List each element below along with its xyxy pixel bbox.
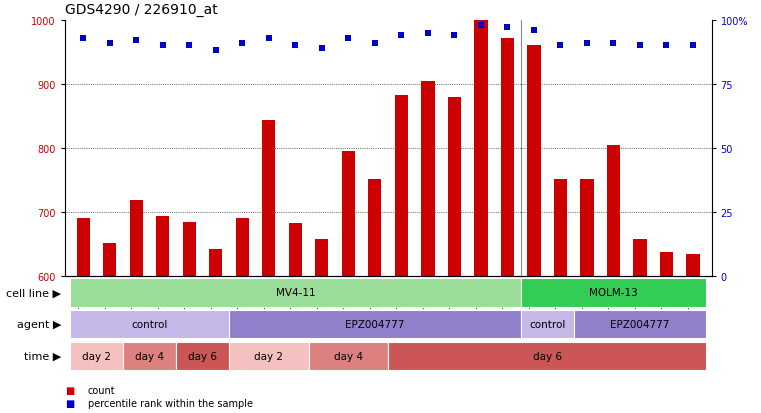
Bar [422, 81, 435, 276]
Text: day 4: day 4 [135, 351, 164, 361]
Bar [521, 278, 706, 307]
Bar [527, 46, 540, 276]
Text: EPZ004777: EPZ004777 [345, 319, 405, 330]
Text: ■: ■ [65, 385, 74, 395]
Text: day 2: day 2 [254, 351, 283, 361]
Text: percentile rank within the sample: percentile rank within the sample [88, 398, 253, 408]
Text: MOLM-13: MOLM-13 [589, 287, 638, 298]
Text: count: count [88, 385, 115, 395]
Text: ■: ■ [65, 398, 74, 408]
Bar [263, 121, 275, 276]
Bar [686, 254, 699, 276]
Bar [447, 97, 461, 276]
Bar [229, 310, 521, 339]
Bar [581, 179, 594, 276]
Bar [633, 240, 647, 276]
Bar [103, 243, 116, 276]
Bar [315, 240, 329, 276]
Text: EPZ004777: EPZ004777 [610, 319, 670, 330]
Bar [156, 217, 170, 276]
Text: day 6: day 6 [533, 351, 562, 361]
Bar [308, 342, 388, 370]
Bar [521, 310, 574, 339]
Text: control: control [529, 319, 565, 330]
Bar [236, 219, 249, 276]
Bar [288, 224, 302, 276]
Bar [501, 38, 514, 276]
Bar [123, 342, 176, 370]
Bar [209, 249, 222, 276]
Text: time ▶: time ▶ [24, 351, 61, 361]
Bar [388, 342, 706, 370]
Text: agent ▶: agent ▶ [17, 319, 61, 330]
Bar [70, 342, 123, 370]
Bar [474, 21, 488, 276]
Bar [554, 179, 567, 276]
Text: cell line ▶: cell line ▶ [6, 287, 61, 298]
Bar [70, 278, 521, 307]
Text: day 6: day 6 [188, 351, 217, 361]
Bar [574, 310, 706, 339]
Text: day 2: day 2 [82, 351, 111, 361]
Bar [70, 310, 229, 339]
Bar [229, 342, 308, 370]
Bar [368, 179, 381, 276]
Bar [607, 145, 620, 276]
Text: MV4-11: MV4-11 [275, 287, 315, 298]
Text: GDS4290 / 226910_at: GDS4290 / 226910_at [65, 2, 218, 17]
Text: control: control [132, 319, 167, 330]
Bar [395, 95, 408, 276]
Bar [77, 219, 90, 276]
Bar [342, 152, 355, 276]
Bar [129, 201, 143, 276]
Bar [176, 342, 229, 370]
Text: day 4: day 4 [334, 351, 363, 361]
Bar [660, 252, 673, 276]
Bar [183, 222, 196, 276]
